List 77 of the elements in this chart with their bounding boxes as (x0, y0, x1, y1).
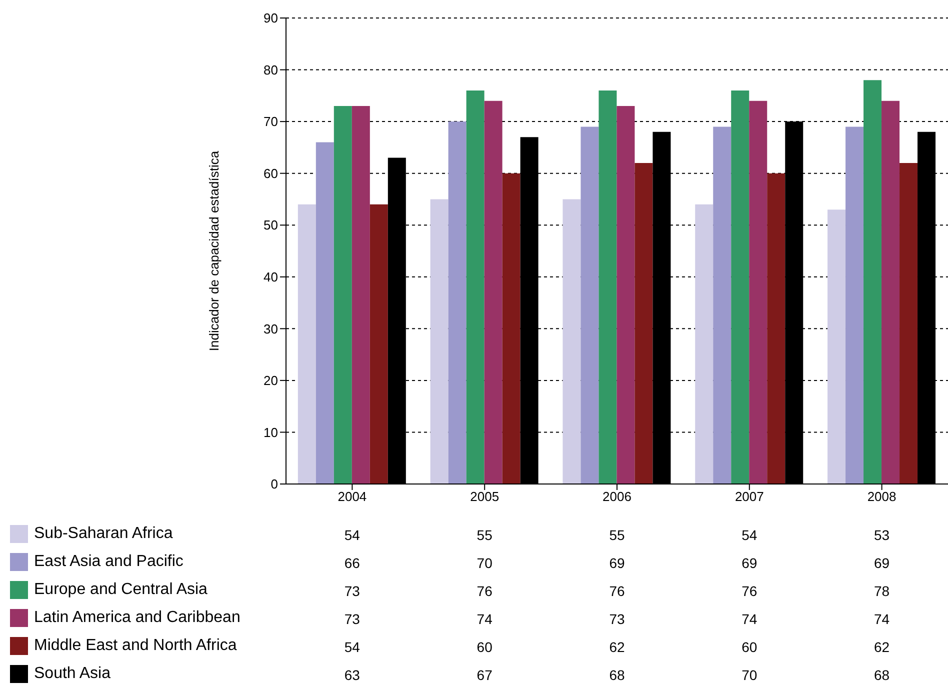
data-label: 74 (476, 611, 492, 627)
bar (864, 80, 882, 484)
bar (634, 162, 653, 484)
bar (598, 90, 617, 484)
bar (846, 126, 864, 484)
data-label: 69 (874, 555, 890, 571)
data-label: 54 (344, 527, 360, 543)
data-label: 73 (344, 611, 360, 627)
x-tick-label: 2004 (338, 489, 367, 504)
x-tick-label: 2007 (734, 489, 764, 504)
bar (334, 106, 352, 484)
y-tick-label: 50 (264, 218, 278, 233)
data-label: 62 (874, 639, 890, 655)
data-label: 68 (609, 667, 625, 683)
legend-label: Europe and Central Asia (34, 581, 208, 599)
y-axis-title: Indicador de capacidad estadística (206, 150, 222, 352)
data-label: 67 (476, 667, 492, 683)
legend-label: Latin America and Caribbean (34, 609, 240, 627)
data-label: 60 (742, 639, 758, 655)
legend-label: Middle East and North Africa (34, 637, 237, 655)
data-label: 76 (609, 583, 625, 599)
y-tick-label: 20 (264, 373, 278, 388)
legend-label: Sub-Saharan Africa (34, 525, 173, 543)
data-label: 78 (874, 583, 890, 599)
data-label: 76 (476, 583, 492, 599)
data-label: 53 (874, 527, 890, 543)
data-label: 73 (609, 611, 625, 627)
bar (430, 199, 448, 484)
data-label: 69 (742, 555, 758, 571)
bar (882, 100, 900, 484)
bar (616, 106, 635, 484)
data-label: 66 (344, 555, 360, 571)
data-label: 73 (344, 583, 360, 599)
data-label: 62 (609, 639, 625, 655)
y-tick-label: 60 (264, 166, 278, 181)
x-tick-label: 2008 (867, 489, 896, 504)
bar (562, 199, 581, 484)
bar (502, 173, 520, 484)
bar (352, 106, 370, 484)
data-label: 60 (476, 639, 492, 655)
y-tick-label: 0 (270, 476, 278, 492)
bar (448, 122, 466, 484)
x-tick-label: 2006 (602, 489, 632, 504)
y-tick-label: 80 (264, 62, 278, 78)
x-tick-label: 2005 (470, 489, 500, 504)
y-tick-label: 90 (264, 10, 278, 26)
bar (767, 173, 786, 484)
bar (466, 90, 484, 484)
bar (484, 100, 502, 484)
y-tick-label: 70 (264, 114, 278, 130)
legend-label: South Asia (34, 665, 110, 683)
data-label: 54 (344, 639, 360, 655)
bar (900, 162, 918, 484)
legend-label: East Asia and Pacific (34, 553, 184, 571)
y-tick-label: 10 (264, 424, 278, 440)
y-tick-label: 40 (264, 270, 278, 285)
data-label: 54 (742, 527, 758, 543)
bar (580, 126, 599, 484)
data-label: 70 (742, 667, 758, 683)
data-label: 63 (344, 667, 360, 683)
y-tick-label: 30 (264, 321, 278, 336)
bar (695, 204, 714, 484)
data-label: 55 (609, 527, 625, 543)
data-label: 74 (874, 611, 890, 627)
bar (828, 210, 846, 484)
bar (749, 100, 768, 484)
data-label: 55 (476, 527, 492, 543)
data-label: 70 (476, 555, 492, 571)
bar (298, 204, 316, 484)
bar (731, 90, 750, 484)
data-label: 68 (874, 667, 890, 683)
bar (370, 204, 388, 484)
bar (713, 126, 732, 484)
data-label: 69 (609, 555, 625, 571)
data-label: 76 (742, 583, 758, 599)
data-label: 74 (742, 611, 758, 627)
bar (316, 142, 334, 484)
